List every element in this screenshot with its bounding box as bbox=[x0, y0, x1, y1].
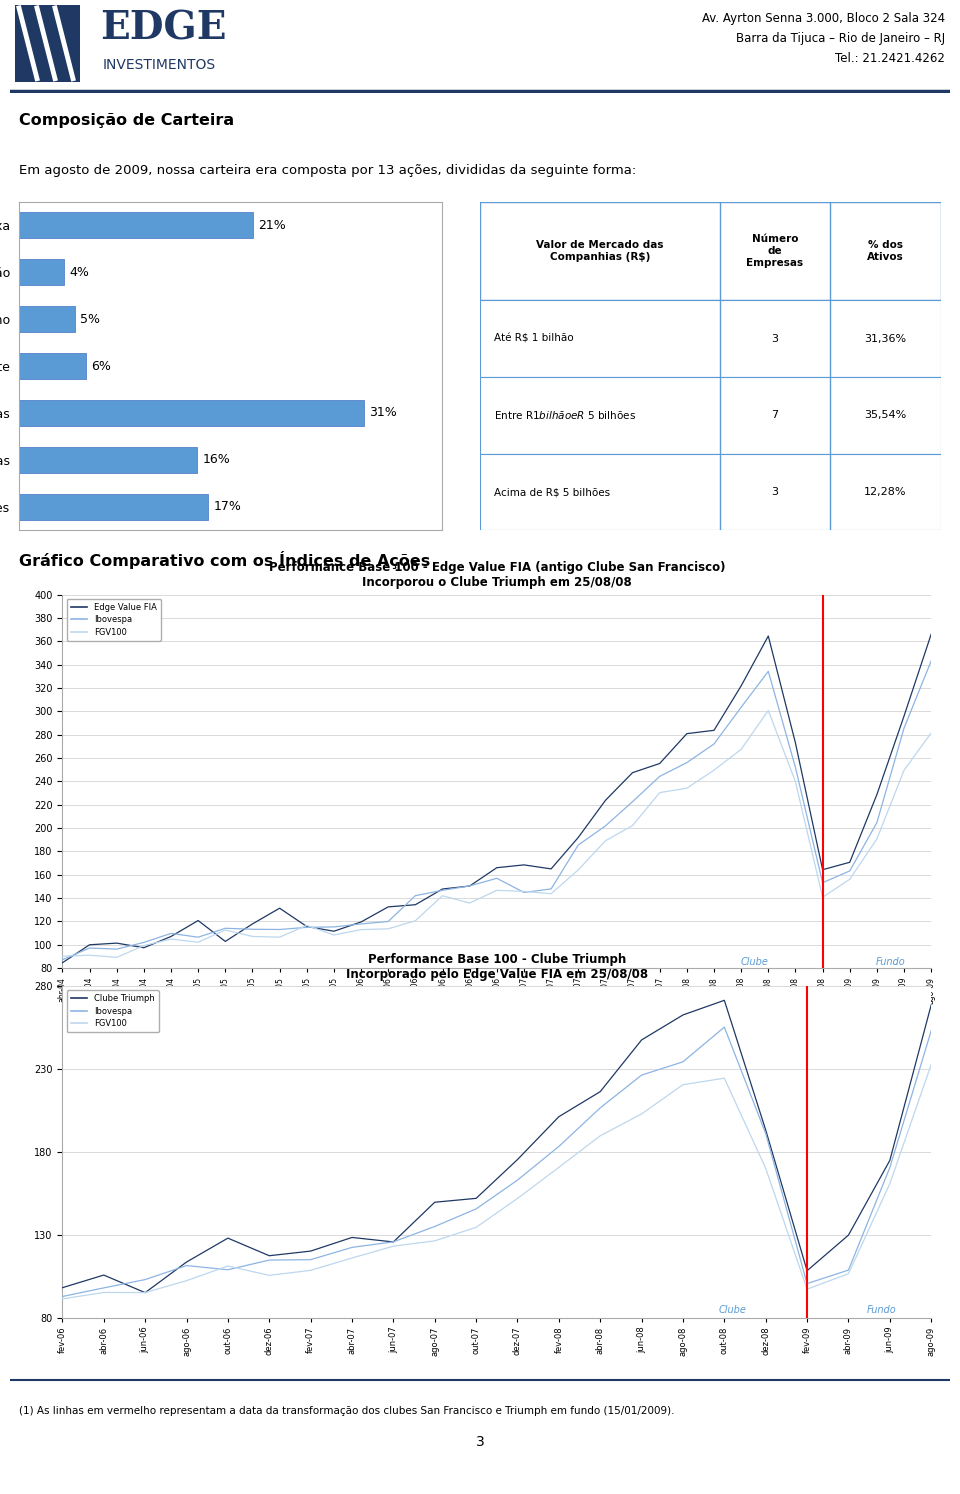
Text: 16%: 16% bbox=[203, 454, 230, 466]
Text: Valor de Mercado das
Companhias (R$): Valor de Mercado das Companhias (R$) bbox=[536, 241, 663, 261]
Text: 6%: 6% bbox=[91, 360, 111, 372]
Title: Performance Base 100 - Clube Triumph
Incorporado pelo Edge Value FIA em 25/08/08: Performance Base 100 - Clube Triumph Inc… bbox=[346, 953, 648, 980]
Bar bbox=[19, 306, 75, 332]
Legend: Edge Value FIA, Ibovespa, FGV100: Edge Value FIA, Ibovespa, FGV100 bbox=[66, 599, 161, 641]
Bar bbox=[19, 447, 197, 474]
Text: % dos
Ativos: % dos Ativos bbox=[867, 241, 904, 261]
Text: 17%: 17% bbox=[214, 500, 242, 514]
Text: Composição de Carteira: Composição de Carteira bbox=[19, 114, 234, 128]
Bar bbox=[19, 260, 63, 285]
Text: Gráfico Comparativo com os Índices de Ações: Gráfico Comparativo com os Índices de Aç… bbox=[19, 551, 430, 569]
Text: Clube: Clube bbox=[719, 1304, 747, 1315]
Text: Fundo: Fundo bbox=[867, 1304, 897, 1315]
Bar bbox=[480, 376, 941, 454]
Text: 35,54%: 35,54% bbox=[864, 411, 906, 420]
Text: 5%: 5% bbox=[81, 312, 101, 326]
Text: Em agosto de 2009, nossa carteira era composta por 13 ações, divididas da seguin: Em agosto de 2009, nossa carteira era co… bbox=[19, 164, 636, 176]
Title: Performance Base 100 - Edge Value FIA (antigo Clube San Francisco)
Incorporou o : Performance Base 100 - Edge Value FIA (a… bbox=[269, 562, 725, 589]
Bar bbox=[19, 400, 364, 426]
Text: 31%: 31% bbox=[370, 406, 397, 420]
Text: 4%: 4% bbox=[69, 266, 89, 278]
Text: Clube: Clube bbox=[741, 956, 769, 967]
Text: 3: 3 bbox=[772, 333, 779, 344]
Bar bbox=[19, 212, 252, 238]
Text: Entre R$ 1 bilhão e R$ 5 bilhões: Entre R$ 1 bilhão e R$ 5 bilhões bbox=[493, 409, 636, 421]
Bar bbox=[19, 353, 85, 379]
Text: 12,28%: 12,28% bbox=[864, 487, 907, 498]
Text: 7: 7 bbox=[771, 411, 779, 420]
Text: Acima de R$ 5 bilhões: Acima de R$ 5 bilhões bbox=[493, 487, 610, 498]
Text: Barra da Tijuca – Rio de Janeiro – RJ: Barra da Tijuca – Rio de Janeiro – RJ bbox=[736, 33, 945, 45]
Text: 31,36%: 31,36% bbox=[864, 333, 906, 344]
Bar bbox=[19, 495, 208, 520]
Text: INVESTIMENTOS: INVESTIMENTOS bbox=[103, 58, 216, 72]
Text: EDGE: EDGE bbox=[100, 10, 227, 48]
Legend: Clube Triumph, Ibovespa, FGV100: Clube Triumph, Ibovespa, FGV100 bbox=[66, 991, 159, 1032]
Text: (1) As linhas em vermelho representam a data da transformação dos clubes San Fra: (1) As linhas em vermelho representam a … bbox=[19, 1406, 675, 1416]
Bar bbox=[480, 202, 941, 300]
Bar bbox=[480, 300, 941, 376]
Text: Número
de
Empresas: Número de Empresas bbox=[746, 233, 804, 269]
Bar bbox=[480, 454, 941, 530]
Bar bbox=[15, 4, 80, 82]
Text: Av. Ayrton Senna 3.000, Bloco 2 Sala 324: Av. Ayrton Senna 3.000, Bloco 2 Sala 324 bbox=[702, 12, 945, 25]
Text: Até R$ 1 bilhão: Até R$ 1 bilhão bbox=[493, 333, 573, 344]
Text: 21%: 21% bbox=[258, 218, 286, 232]
Text: Fundo: Fundo bbox=[876, 956, 905, 967]
Text: 3: 3 bbox=[772, 487, 779, 498]
Text: 3: 3 bbox=[475, 1434, 485, 1449]
Text: Tel.: 21.2421.4262: Tel.: 21.2421.4262 bbox=[835, 52, 945, 66]
